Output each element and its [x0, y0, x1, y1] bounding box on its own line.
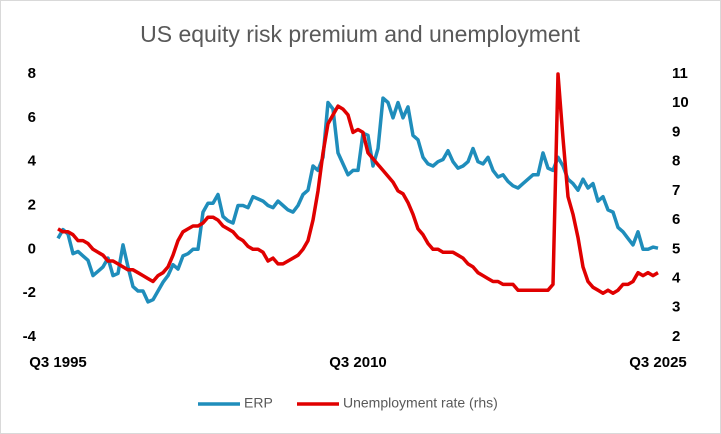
- y-tick-label: 2: [28, 196, 36, 213]
- y2-tick-label: 8: [672, 153, 680, 170]
- y2-tick-label: 9: [672, 123, 680, 140]
- x-tick-label: Q3 1995: [29, 354, 87, 371]
- x-tick-label: Q3 2010: [329, 354, 387, 371]
- y-tick-label: -2: [23, 284, 36, 301]
- y2-tick-label: 4: [672, 270, 681, 287]
- y-tick-label: 8: [28, 65, 36, 82]
- y2-tick-label: 7: [672, 182, 680, 199]
- legend-label: ERP: [244, 395, 273, 411]
- chart-title: US equity risk premium and unemployment: [140, 21, 580, 47]
- y2-tick-label: 11: [672, 65, 688, 82]
- y-tick-label: -4: [23, 328, 37, 345]
- y-tick-label: 6: [28, 109, 36, 126]
- x-tick-label: Q3 2025: [629, 354, 687, 371]
- y-tick-label: 0: [28, 240, 36, 257]
- y-tick-label: 4: [28, 153, 37, 170]
- y2-tick-label: 2: [672, 328, 680, 345]
- y2-tick-label: 6: [672, 211, 680, 228]
- y2-tick-label: 10: [672, 94, 689, 111]
- legend-label: Unemployment rate (rhs): [343, 395, 498, 411]
- series-line: [56, 96, 659, 304]
- y2-tick-label: 5: [672, 240, 680, 257]
- series-line: [57, 72, 659, 295]
- y2-tick-label: 3: [672, 299, 680, 316]
